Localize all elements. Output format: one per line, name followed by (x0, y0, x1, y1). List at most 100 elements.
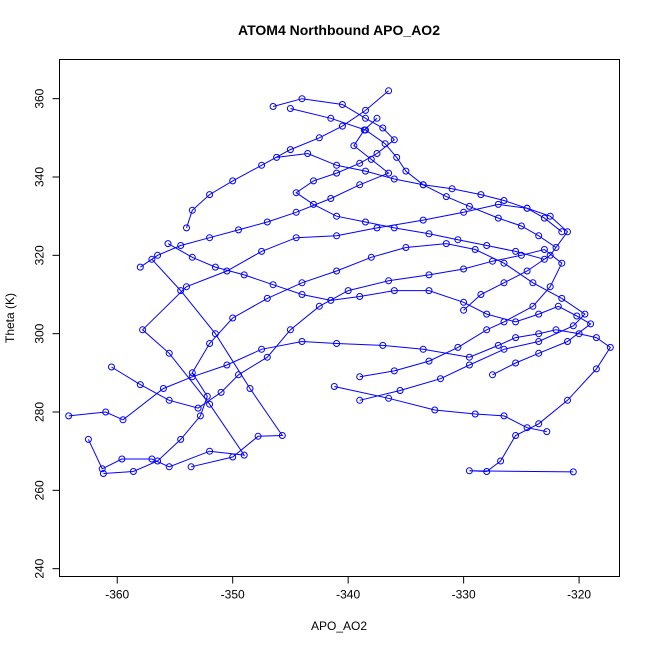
y-axis-label: Theta (K) (3, 293, 17, 343)
data-point (558, 228, 566, 236)
data-point (240, 451, 248, 459)
data-point (254, 432, 262, 440)
data-point (489, 257, 496, 265)
data-point (554, 302, 562, 310)
data-point (108, 363, 115, 371)
data-point (338, 101, 346, 108)
data-point (159, 385, 167, 392)
series-layer (65, 87, 614, 477)
data-point (298, 291, 306, 298)
data-point (206, 400, 214, 408)
series-line (276, 152, 563, 233)
data-point (517, 222, 525, 230)
data-point (206, 191, 214, 199)
data-point (229, 453, 237, 461)
data-point (581, 310, 589, 318)
data-point (229, 314, 237, 322)
data-point (298, 279, 306, 287)
data-point (356, 373, 364, 381)
data-point (246, 385, 254, 392)
data-point (402, 167, 410, 175)
data-point (187, 463, 195, 471)
series-2 (84, 200, 571, 473)
data-point (164, 240, 172, 248)
data-point (390, 136, 398, 144)
data-point (483, 326, 491, 334)
data-point (188, 369, 196, 377)
y-tick-label: 320 (33, 245, 47, 265)
chart-title: ATOM4 Northbound APO_AO2 (238, 22, 440, 38)
data-point (512, 318, 520, 326)
y-tick-label: 300 (33, 323, 47, 343)
y-tick-label: 360 (33, 88, 47, 108)
data-point (460, 265, 468, 273)
series-line (167, 243, 592, 376)
data-point (448, 185, 456, 193)
data-point (500, 345, 508, 353)
data-point (269, 281, 277, 289)
data-point (564, 338, 571, 345)
data-point (460, 306, 468, 314)
data-point (263, 353, 271, 361)
data-point (477, 191, 485, 199)
data-point (315, 134, 323, 142)
data-point (390, 287, 398, 295)
data-point (183, 224, 190, 232)
data-point (362, 218, 369, 226)
data-point (558, 259, 566, 267)
data-point (206, 234, 214, 242)
data-point (460, 208, 468, 216)
data-point (390, 175, 398, 183)
data-point (165, 463, 173, 471)
data-point (217, 388, 225, 396)
data-point (154, 457, 162, 465)
data-point (379, 341, 387, 349)
data-point (333, 212, 341, 220)
data-point (569, 468, 577, 476)
data-point (278, 432, 286, 439)
y-tick-label: 240 (33, 558, 47, 578)
data-point (575, 330, 583, 338)
data-point (292, 189, 300, 197)
data-point (540, 214, 548, 222)
data-point (535, 338, 543, 345)
series-line (272, 98, 545, 260)
data-point (177, 242, 185, 249)
data-point (298, 338, 306, 345)
data-point (333, 267, 341, 275)
data-point (286, 105, 294, 112)
data-point (489, 371, 496, 379)
data-point (523, 267, 531, 275)
data-point (338, 122, 346, 130)
data-point (471, 410, 479, 418)
data-point (385, 87, 393, 95)
data-point (419, 216, 427, 224)
x-tick-label: -340 (336, 588, 360, 602)
series-line (111, 248, 563, 409)
data-point (425, 271, 433, 279)
data-point (356, 159, 364, 167)
data-point (165, 349, 173, 357)
data-point (273, 153, 281, 161)
series-11 (330, 383, 551, 436)
data-point (587, 320, 595, 328)
data-point (546, 251, 554, 259)
data-point (465, 353, 473, 361)
data-point (460, 298, 468, 306)
data-point (310, 177, 317, 185)
data-point (362, 114, 369, 122)
data-point (119, 416, 127, 424)
data-point (148, 255, 156, 263)
data-point (362, 106, 369, 114)
series-line (87, 203, 569, 470)
data-point (327, 296, 335, 304)
data-point (177, 435, 185, 443)
data-point (203, 392, 211, 400)
data-point (118, 455, 126, 463)
x-tick-label: -320 (567, 588, 591, 602)
data-point (304, 150, 312, 157)
data-point (99, 470, 107, 477)
data-point (535, 349, 543, 357)
data-point (373, 224, 381, 232)
